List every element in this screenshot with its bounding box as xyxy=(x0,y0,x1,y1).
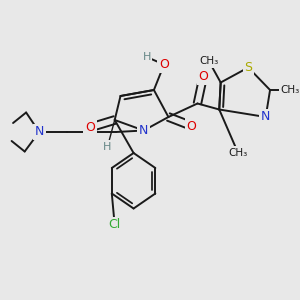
Text: CH₃: CH₃ xyxy=(229,148,248,158)
Text: N: N xyxy=(261,110,270,124)
Text: N: N xyxy=(139,124,148,137)
Text: N: N xyxy=(34,125,44,139)
Text: Cl: Cl xyxy=(109,218,121,232)
Text: O: O xyxy=(187,119,196,133)
Text: H: H xyxy=(142,52,151,62)
Text: O: O xyxy=(198,70,208,83)
Text: H: H xyxy=(103,142,112,152)
Text: CH₃: CH₃ xyxy=(281,85,300,95)
Text: O: O xyxy=(159,58,169,71)
Text: S: S xyxy=(244,61,252,74)
Text: CH₃: CH₃ xyxy=(200,56,219,67)
Text: O: O xyxy=(85,121,95,134)
